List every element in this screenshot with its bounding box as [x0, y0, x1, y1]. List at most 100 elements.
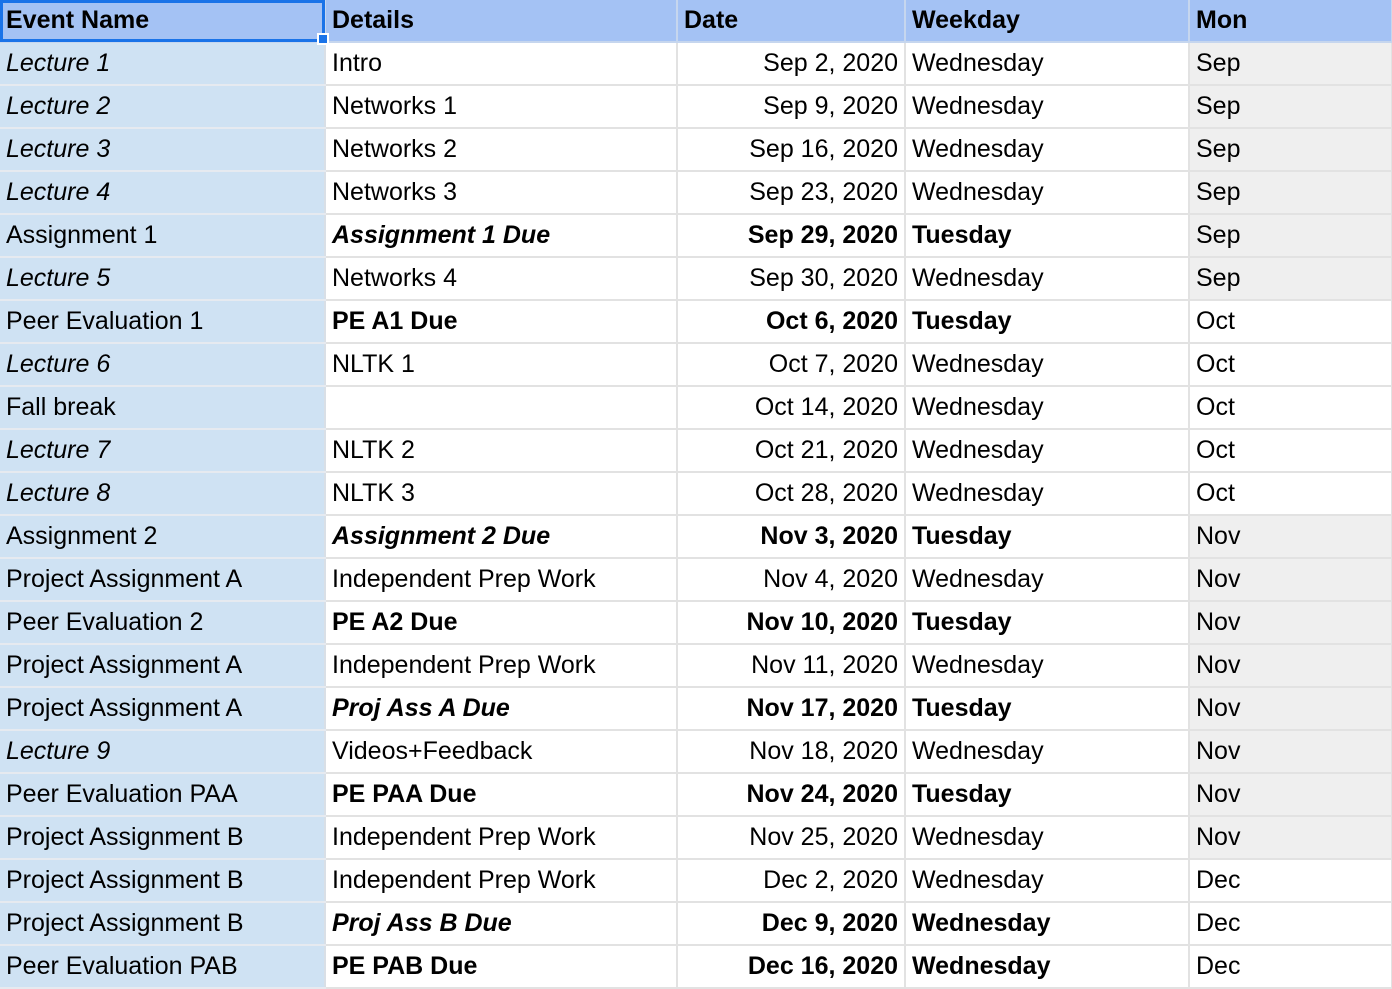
event-name-cell[interactable]: Peer Evaluation 1	[0, 300, 326, 344]
month-cell[interactable]: Nov	[1189, 773, 1392, 817]
event-name-cell[interactable]: Project Assignment B	[0, 816, 326, 860]
header-cell-event-name[interactable]: Event Name	[0, 0, 326, 43]
details-cell[interactable]: Proj Ass B Due	[325, 902, 678, 946]
details-cell[interactable]: PE A2 Due	[325, 601, 678, 645]
weekday-cell[interactable]: Tuesday	[905, 214, 1190, 258]
month-cell[interactable]: Nov	[1189, 601, 1392, 645]
event-name-cell[interactable]: Peer Evaluation 2	[0, 601, 326, 645]
weekday-cell[interactable]: Wednesday	[905, 644, 1190, 688]
weekday-cell[interactable]: Wednesday	[905, 171, 1190, 215]
weekday-cell[interactable]: Wednesday	[905, 945, 1190, 989]
event-name-cell[interactable]: Lecture 1	[0, 42, 326, 86]
details-cell[interactable]: PE A1 Due	[325, 300, 678, 344]
month-cell[interactable]: Sep	[1189, 128, 1392, 172]
date-cell[interactable]: Dec 16, 2020	[677, 945, 906, 989]
event-name-cell[interactable]: Lecture 8	[0, 472, 326, 516]
month-cell[interactable]: Dec	[1189, 902, 1392, 946]
date-cell[interactable]: Oct 28, 2020	[677, 472, 906, 516]
weekday-cell[interactable]: Wednesday	[905, 472, 1190, 516]
month-cell[interactable]: Oct	[1189, 343, 1392, 387]
date-cell[interactable]: Oct 6, 2020	[677, 300, 906, 344]
details-cell[interactable]	[325, 386, 678, 430]
weekday-cell[interactable]: Wednesday	[905, 128, 1190, 172]
month-cell[interactable]: Sep	[1189, 171, 1392, 215]
date-cell[interactable]: Sep 30, 2020	[677, 257, 906, 301]
weekday-cell[interactable]: Wednesday	[905, 859, 1190, 903]
details-cell[interactable]: Networks 2	[325, 128, 678, 172]
date-cell[interactable]: Sep 9, 2020	[677, 85, 906, 129]
month-cell[interactable]: Nov	[1189, 816, 1392, 860]
date-cell[interactable]: Nov 11, 2020	[677, 644, 906, 688]
event-name-cell[interactable]: Project Assignment B	[0, 859, 326, 903]
month-cell[interactable]: Sep	[1189, 257, 1392, 301]
weekday-cell[interactable]: Tuesday	[905, 601, 1190, 645]
date-cell[interactable]: Nov 4, 2020	[677, 558, 906, 602]
header-cell-date[interactable]: Date	[677, 0, 906, 43]
event-name-cell[interactable]: Lecture 9	[0, 730, 326, 774]
month-cell[interactable]: Oct	[1189, 300, 1392, 344]
month-cell[interactable]: Oct	[1189, 472, 1392, 516]
date-cell[interactable]: Nov 24, 2020	[677, 773, 906, 817]
month-cell[interactable]: Nov	[1189, 687, 1392, 731]
date-cell[interactable]: Nov 25, 2020	[677, 816, 906, 860]
details-cell[interactable]: Networks 3	[325, 171, 678, 215]
details-cell[interactable]: Independent Prep Work	[325, 816, 678, 860]
header-cell-month[interactable]: Mon	[1189, 0, 1392, 43]
details-cell[interactable]: PE PAA Due	[325, 773, 678, 817]
details-cell[interactable]: PE PAB Due	[325, 945, 678, 989]
details-cell[interactable]: Intro	[325, 42, 678, 86]
weekday-cell[interactable]: Wednesday	[905, 816, 1190, 860]
date-cell[interactable]: Nov 10, 2020	[677, 601, 906, 645]
fill-handle[interactable]	[317, 33, 329, 45]
date-cell[interactable]: Dec 2, 2020	[677, 859, 906, 903]
details-cell[interactable]: NLTK 2	[325, 429, 678, 473]
details-cell[interactable]: NLTK 1	[325, 343, 678, 387]
header-cell-weekday[interactable]: Weekday	[905, 0, 1190, 43]
details-cell[interactable]: Independent Prep Work	[325, 859, 678, 903]
event-name-cell[interactable]: Assignment 1	[0, 214, 326, 258]
month-cell[interactable]: Nov	[1189, 730, 1392, 774]
weekday-cell[interactable]: Wednesday	[905, 42, 1190, 86]
month-cell[interactable]: Nov	[1189, 558, 1392, 602]
details-cell[interactable]: Assignment 1 Due	[325, 214, 678, 258]
weekday-cell[interactable]: Wednesday	[905, 85, 1190, 129]
month-cell[interactable]: Sep	[1189, 42, 1392, 86]
weekday-cell[interactable]: Tuesday	[905, 687, 1190, 731]
date-cell[interactable]: Sep 2, 2020	[677, 42, 906, 86]
details-cell[interactable]: Networks 1	[325, 85, 678, 129]
month-cell[interactable]: Sep	[1189, 214, 1392, 258]
weekday-cell[interactable]: Tuesday	[905, 515, 1190, 559]
month-cell[interactable]: Sep	[1189, 85, 1392, 129]
weekday-cell[interactable]: Tuesday	[905, 773, 1190, 817]
month-cell[interactable]: Nov	[1189, 515, 1392, 559]
weekday-cell[interactable]: Wednesday	[905, 558, 1190, 602]
date-cell[interactable]: Dec 9, 2020	[677, 902, 906, 946]
event-name-cell[interactable]: Project Assignment A	[0, 558, 326, 602]
weekday-cell[interactable]: Wednesday	[905, 386, 1190, 430]
date-cell[interactable]: Sep 16, 2020	[677, 128, 906, 172]
weekday-cell[interactable]: Wednesday	[905, 902, 1190, 946]
details-cell[interactable]: NLTK 3	[325, 472, 678, 516]
month-cell[interactable]: Nov	[1189, 644, 1392, 688]
details-cell[interactable]: Networks 4	[325, 257, 678, 301]
date-cell[interactable]: Sep 29, 2020	[677, 214, 906, 258]
date-cell[interactable]: Oct 14, 2020	[677, 386, 906, 430]
weekday-cell[interactable]: Wednesday	[905, 257, 1190, 301]
details-cell[interactable]: Proj Ass A Due	[325, 687, 678, 731]
date-cell[interactable]: Oct 7, 2020	[677, 343, 906, 387]
date-cell[interactable]: Nov 18, 2020	[677, 730, 906, 774]
event-name-cell[interactable]: Project Assignment A	[0, 644, 326, 688]
header-cell-details[interactable]: Details	[325, 0, 678, 43]
month-cell[interactable]: Dec	[1189, 945, 1392, 989]
event-name-cell[interactable]: Lecture 7	[0, 429, 326, 473]
event-name-cell[interactable]: Assignment 2	[0, 515, 326, 559]
date-cell[interactable]: Nov 3, 2020	[677, 515, 906, 559]
month-cell[interactable]: Oct	[1189, 429, 1392, 473]
details-cell[interactable]: Videos+Feedback	[325, 730, 678, 774]
details-cell[interactable]: Assignment 2 Due	[325, 515, 678, 559]
month-cell[interactable]: Dec	[1189, 859, 1392, 903]
event-name-cell[interactable]: Fall break	[0, 386, 326, 430]
details-cell[interactable]: Independent Prep Work	[325, 644, 678, 688]
date-cell[interactable]: Nov 17, 2020	[677, 687, 906, 731]
weekday-cell[interactable]: Tuesday	[905, 300, 1190, 344]
